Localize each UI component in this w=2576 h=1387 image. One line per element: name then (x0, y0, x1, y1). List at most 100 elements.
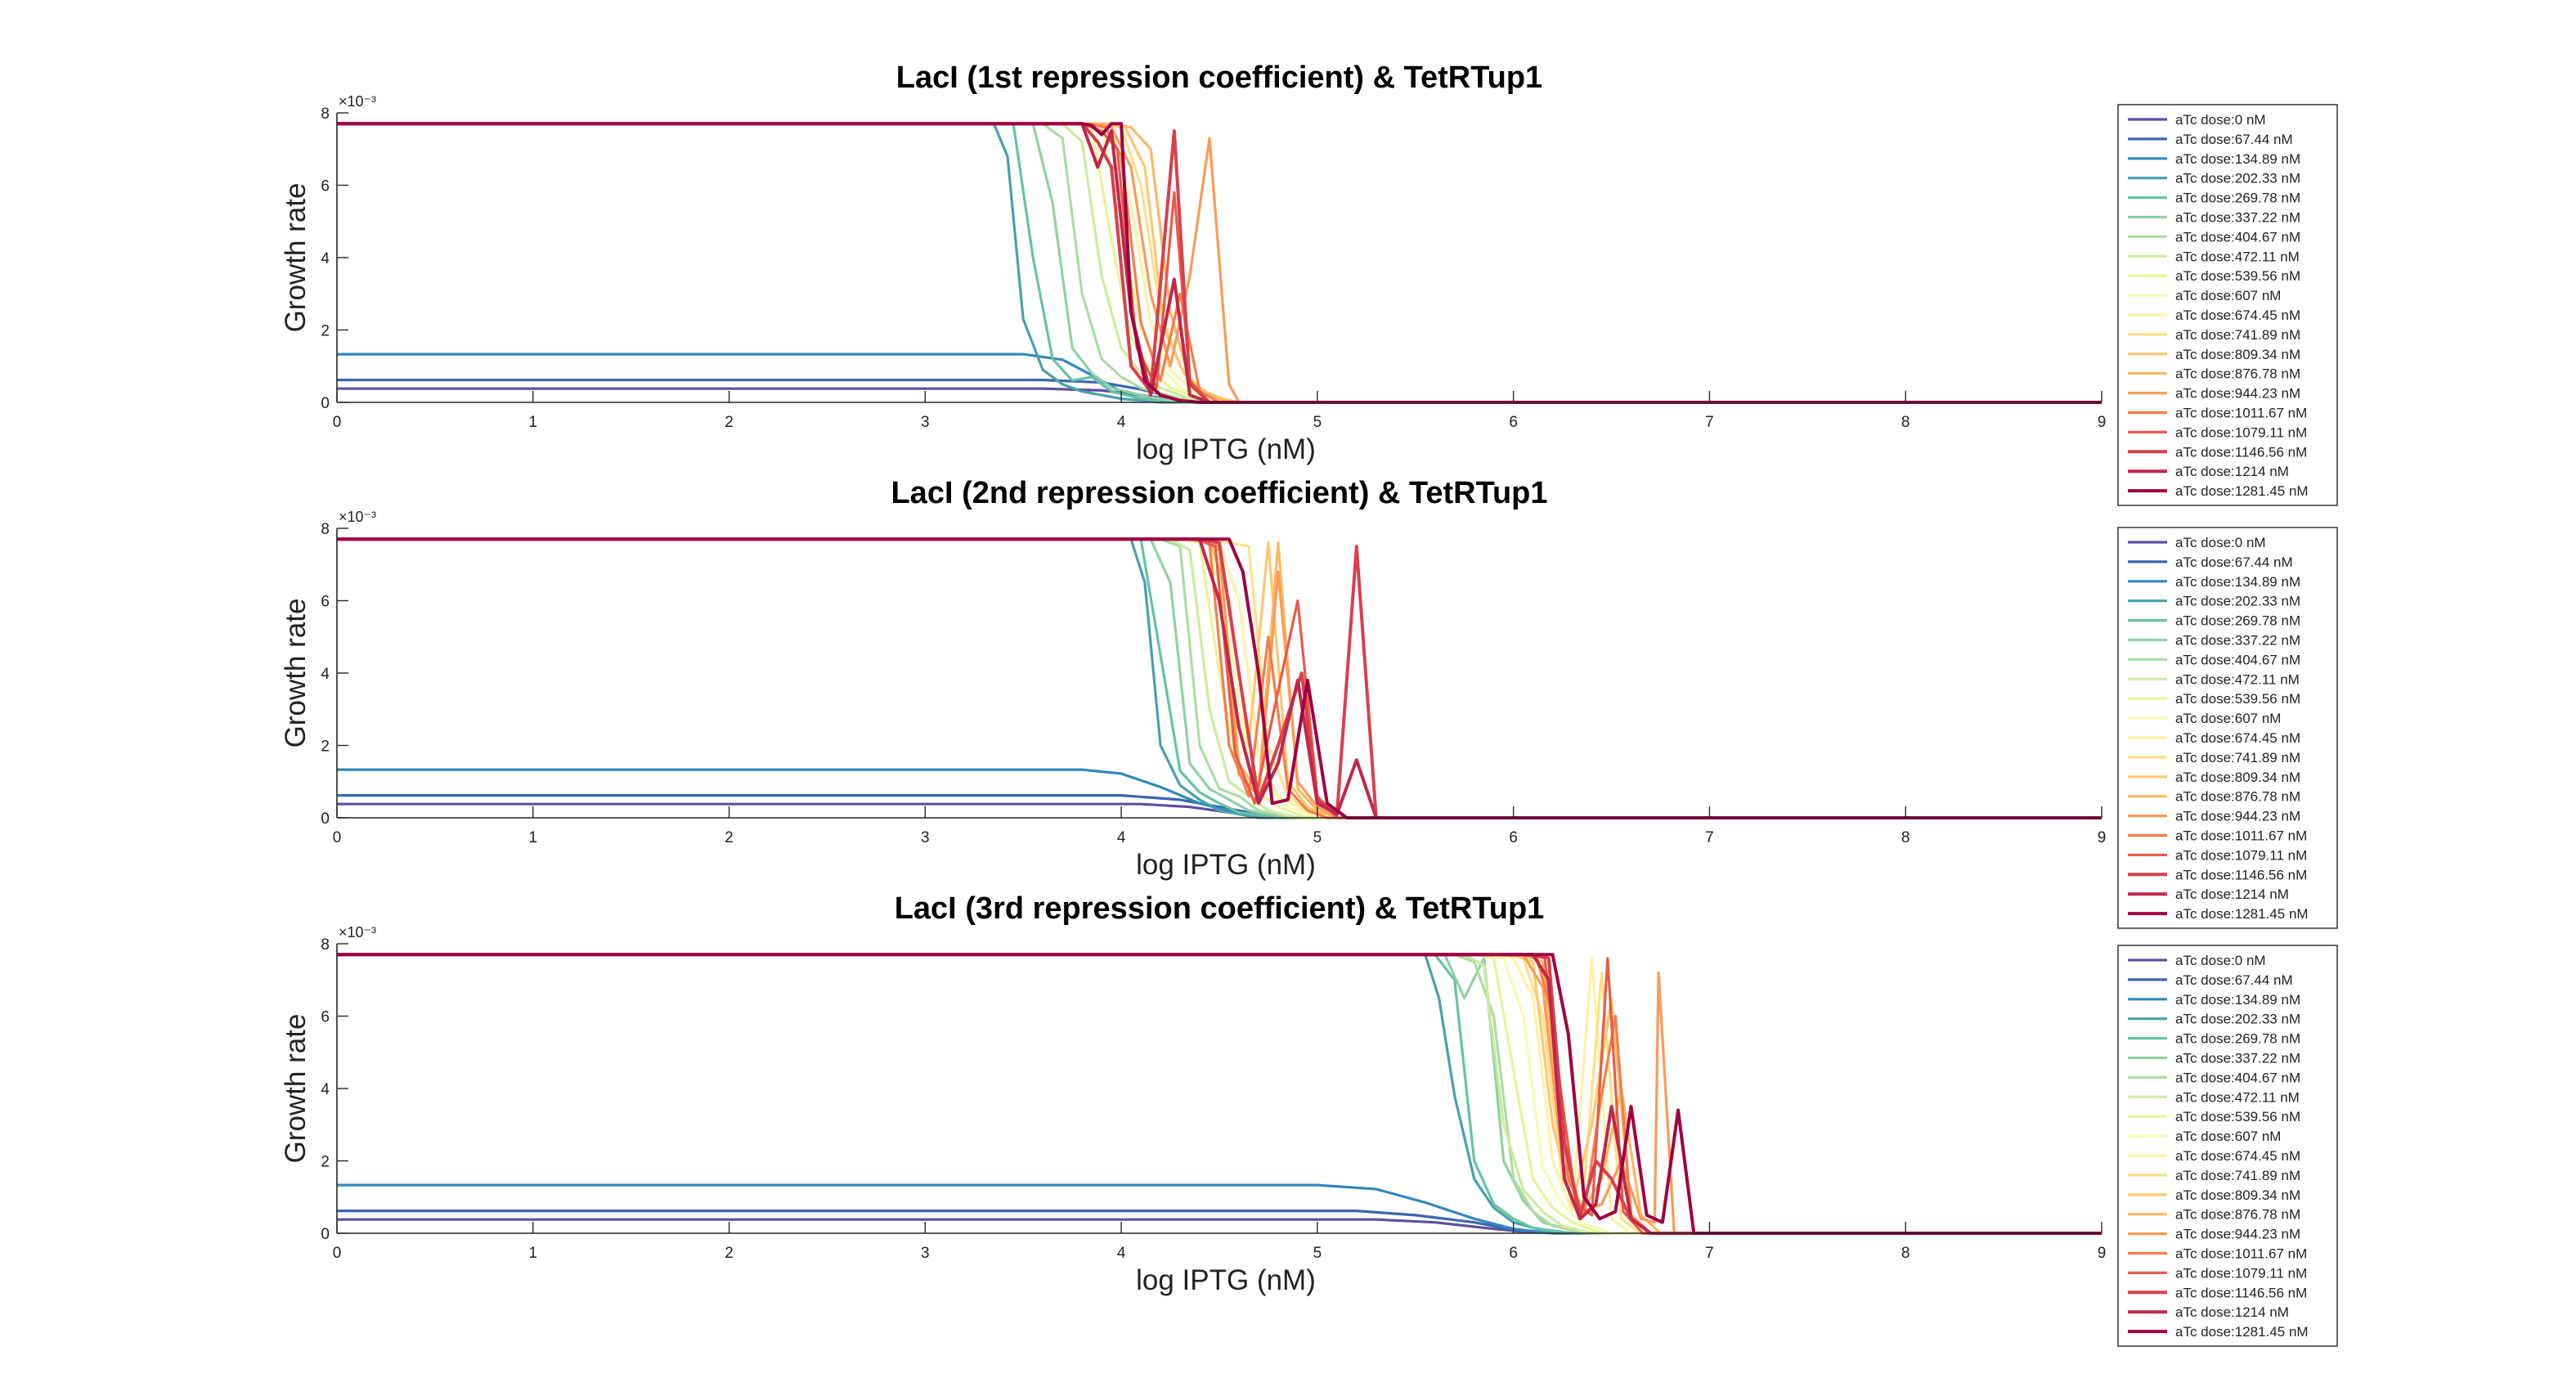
plot-lines (337, 122, 2102, 404)
x-tick-label: 6 (1509, 1245, 1518, 1262)
legend-label: aTc dose:741.89 nM (2175, 750, 2300, 765)
x-tick-label: 2 (725, 1245, 734, 1262)
x-tick-label: 7 (1705, 829, 1714, 846)
legend-label: aTc dose:1214 nM (2175, 1304, 2289, 1320)
legend-label: aTc dose:1146.56 nM (2175, 444, 2307, 460)
legend-label: aTc dose:1281.45 nM (2175, 1324, 2309, 1340)
legend-label: aTc dose:539.56 nM (2175, 268, 2300, 284)
legend-label: aTc dose:741.89 nM (2175, 327, 2300, 343)
x-tick-label: 3 (921, 414, 930, 431)
legend-label: aTc dose:472.11 nM (2175, 671, 2300, 687)
x-tick-label: 0 (333, 414, 342, 431)
legend-label: aTc dose:1146.56 nM (2175, 1285, 2307, 1300)
x-tick-label: 9 (2098, 829, 2107, 846)
chart-panel-3: LacI (3rd repression coefficient) & TetR… (280, 891, 2338, 1347)
legend-label: aTc dose:1011.67 nM (2175, 828, 2307, 844)
legend-label: aTc dose:472.11 nM (2175, 249, 2300, 264)
y-multiplier: ×10⁻³ (339, 93, 376, 110)
legend-label: aTc dose:0 nM (2175, 953, 2266, 968)
legend-label: aTc dose:1079.11 nM (2175, 847, 2307, 863)
x-tick-label: 9 (2098, 1245, 2107, 1262)
y-tick-label: 2 (321, 323, 330, 340)
chart-title: LacI (1st repression coefficient) & TetR… (896, 61, 1542, 95)
legend-label: aTc dose:1214 nM (2175, 887, 2289, 902)
legend-label: aTc dose:674.45 nM (2175, 307, 2300, 323)
series-line (337, 122, 2102, 404)
x-tick-label: 4 (1117, 1245, 1126, 1262)
y-multiplier: ×10⁻³ (339, 509, 376, 525)
chart-title: LacI (3rd repression coefficient) & TetR… (895, 891, 1545, 926)
chart-title: LacI (2nd repression coefficient) & TetR… (891, 476, 1547, 510)
legend-label: aTc dose:1146.56 nM (2175, 867, 2307, 882)
legend-label: aTc dose:607 nM (2175, 1129, 2281, 1144)
legend-label: aTc dose:134.89 nM (2175, 574, 2300, 590)
series-line (337, 1218, 2102, 1235)
legend-label: aTc dose:944.23 nM (2175, 386, 2300, 402)
y-tick-label: 0 (321, 1226, 330, 1243)
legend-label: aTc dose:404.67 nM (2175, 652, 2300, 667)
series-line (337, 352, 2102, 404)
y-tick-label: 6 (321, 594, 330, 611)
legend-label: aTc dose:0 nM (2175, 112, 2266, 128)
legend-box (2117, 945, 2338, 1347)
series-line (337, 953, 2102, 1235)
plot-lines (337, 537, 2102, 819)
series-line (337, 122, 2102, 404)
series-line (337, 953, 2102, 1235)
y-tick-label: 0 (321, 810, 330, 828)
legend-label: aTc dose:269.78 nM (2175, 1031, 2300, 1047)
legend-label: aTc dose:1281.45 nM (2175, 906, 2309, 922)
legend-label: aTc dose:269.78 nM (2175, 191, 2300, 206)
y-axis-label: Growth rate (280, 183, 312, 333)
legend-label: aTc dose:67.44 nM (2175, 554, 2293, 570)
series-line (337, 1183, 2102, 1235)
legend-label: aTc dose:876.78 nM (2175, 789, 2300, 805)
x-axis-label: log IPTG (nM) (1136, 849, 1316, 881)
series-line (337, 953, 2102, 1235)
legend-label: aTc dose:944.23 nM (2175, 1227, 2300, 1242)
legend: aTc dose:0 nM aTc dose:67.44 nM aTc dose:1… (2117, 945, 2338, 1347)
series-line (337, 953, 2102, 1235)
legend-label: aTc dose:404.67 nM (2175, 1070, 2300, 1085)
y-tick-label: 8 (321, 936, 330, 954)
legend-label: aTc dose:0 nM (2175, 535, 2266, 550)
series-line (337, 537, 2102, 819)
legend-label: aTc dose:1079.11 nM (2175, 1265, 2307, 1281)
legend-label: aTc dose:539.56 nM (2175, 691, 2300, 707)
legend-label: aTc dose:337.22 nM (2175, 210, 2300, 226)
series-line (337, 794, 2102, 819)
legend-label: aTc dose:674.45 nM (2175, 1148, 2300, 1164)
series-line (337, 122, 2102, 404)
legend-label: aTc dose:1214 nM (2175, 464, 2289, 479)
series-line (337, 953, 2102, 1235)
legend-label: aTc dose:134.89 nM (2175, 151, 2300, 167)
series-line (337, 953, 2102, 1235)
series-line (337, 953, 2102, 1235)
legend-label: aTc dose:674.45 nM (2175, 730, 2300, 746)
series-line (337, 537, 2102, 819)
x-tick-label: 1 (528, 414, 537, 431)
series-line (337, 122, 2102, 404)
y-tick-label: 2 (321, 1154, 330, 1171)
legend-label: aTc dose:741.89 nM (2175, 1168, 2300, 1183)
series-line (337, 953, 2102, 1235)
legend-label: aTc dose:876.78 nM (2175, 366, 2300, 382)
x-tick-label: 7 (1705, 1245, 1714, 1262)
legend-label: aTc dose:876.78 nM (2175, 1207, 2300, 1223)
x-tick-label: 6 (1509, 829, 1518, 846)
x-tick-label: 4 (1117, 414, 1126, 431)
series-line (337, 537, 2102, 819)
legend-label: aTc dose:337.22 nM (2175, 633, 2300, 649)
series-line (337, 1210, 2102, 1235)
y-tick-label: 8 (321, 105, 330, 123)
y-axis-label: Growth rate (280, 1014, 312, 1164)
legend-label: aTc dose:67.44 nM (2175, 972, 2293, 988)
legend-label: aTc dose:607 nM (2175, 288, 2281, 303)
series-line (337, 953, 2102, 1235)
legend-label: aTc dose:809.34 nM (2175, 1187, 2300, 1203)
legend-label: aTc dose:944.23 nM (2175, 809, 2300, 824)
legend-label: aTc dose:1079.11 nM (2175, 424, 2307, 440)
x-tick-label: 9 (2098, 414, 2107, 431)
x-tick-label: 4 (1117, 829, 1126, 846)
